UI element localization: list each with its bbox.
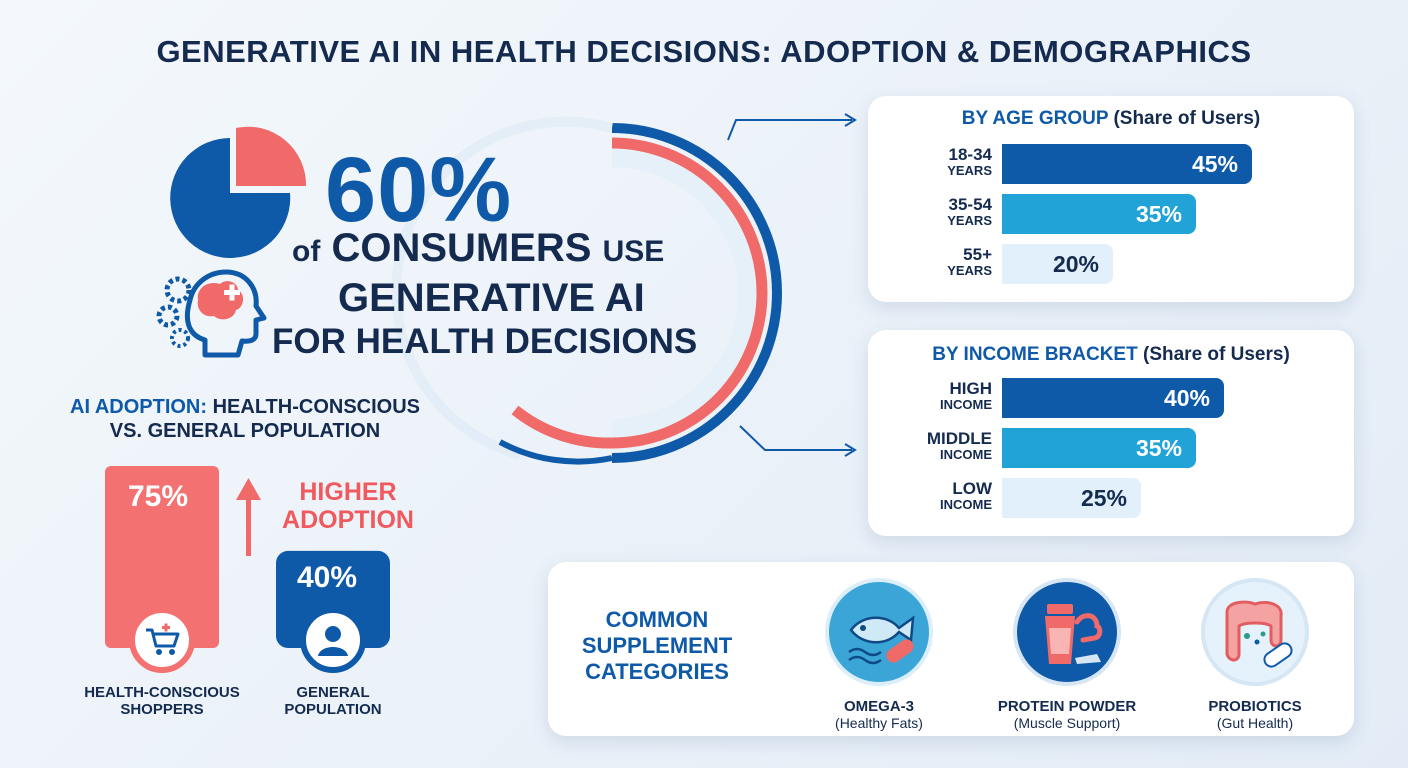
income_card-category-line2: INCOME (940, 497, 992, 512)
adoption-title-highlight: AI ADOPTION: (70, 396, 208, 418)
hero-of: of (292, 235, 321, 268)
higher-adoption-callout: HIGHER ADOPTION (282, 478, 414, 534)
bar-label-hc-line2: SHOPPERS (120, 701, 204, 718)
age_card-category-line2: YEARS (947, 163, 992, 178)
bar-value-health-conscious: 75% (128, 480, 189, 513)
age_card-category-label: 18-34 YEARS (872, 146, 992, 178)
income_card-category-line1: LOW (952, 479, 992, 498)
income_card-category-label: HIGH INCOME (872, 380, 992, 412)
supplement-sub-omega-3: (Healthy Fats) (835, 715, 923, 731)
supplements-title: COMMON SUPPLEMENT CATEGORIES (572, 607, 742, 685)
decorative-rings (391, 113, 857, 465)
income_card-category-label: LOW INCOME (872, 480, 992, 512)
age_card-category-line2: YEARS (947, 263, 992, 278)
bar-label-health-conscious: HEALTH-CONSCIOUS SHOPPERS (62, 684, 262, 718)
hero-use: USE (602, 235, 665, 268)
supplements-title-line3: CATEGORIES (585, 659, 729, 684)
income_card-bar-value: 25% (1080, 485, 1127, 511)
adoption-title: AI ADOPTION: HEALTH-CONSCIOUS VS. GENERA… (40, 395, 450, 443)
protein-shaker-icon (1013, 578, 1121, 686)
hero-percent: 60% (325, 139, 513, 241)
income-bracket-card: BY INCOME BRACKET (Share of Users) HIGH I… (868, 330, 1354, 536)
income_card-bar-value: 35% (1135, 435, 1182, 461)
hero-line-1: of CONSUMERS USE (292, 226, 664, 271)
income_card-bar: 25% (1002, 478, 1141, 518)
income-card-title-rest: (Share of Users) (1143, 344, 1290, 365)
age_card-category-label: 55+ YEARS (872, 246, 992, 278)
age_card-category-line1: 55+ (963, 245, 992, 264)
bar-label-gp-line1: GENERAL (296, 684, 370, 701)
hero-line-2: GENERATIVE AI (338, 276, 645, 320)
ai-brain-head-icon (156, 269, 267, 358)
hero-line-3: FOR HEALTH DECISIONS (272, 322, 698, 361)
age-card-title-highlight: BY AGE GROUP (961, 108, 1109, 129)
shopping-cart-icon (129, 607, 195, 673)
supplement-item-omega-3: OMEGA-3 (Healthy Fats) (784, 578, 974, 732)
up-arrow-icon (246, 494, 251, 556)
supplement-sub-probiotics: (Gut Health) (1216, 715, 1294, 731)
age_card-category-line1: 18-34 (948, 145, 992, 164)
adoption-bar-chart (105, 466, 390, 673)
supplement-item-protein-powder: PROTEIN POWDER (Muscle Support) (972, 578, 1162, 732)
adoption-title-line2: VS. GENERAL POPULATION (109, 420, 381, 442)
age-card-title-rest: (Share of Users) (1113, 108, 1261, 129)
supplements-title-line1: COMMON (605, 607, 709, 632)
income_card-bar: 40% (1002, 378, 1224, 418)
income_card-category-line1: MIDDLE (926, 429, 992, 448)
bar-health-conscious (105, 466, 219, 648)
supplement-name-probiotics: PROBIOTICS (1208, 698, 1302, 715)
adoption-title-rest: HEALTH-CONSCIOUS (212, 396, 420, 418)
supplement-sub-protein-powder: (Muscle Support) (1013, 715, 1121, 731)
age-card-title: BY AGE GROUP (Share of Users) (868, 108, 1354, 130)
income-card-title: BY INCOME BRACKET (Share of Users) (868, 344, 1354, 366)
supplement-name-protein-powder: PROTEIN POWDER (997, 698, 1137, 715)
supplements-title-line2: SUPPLEMENT (581, 633, 733, 658)
fish-capsule-icon (825, 578, 933, 686)
age_card-category-line1: 35-54 (948, 195, 992, 214)
page-title: GENERATIVE AI IN HEALTH DECISIONS: ADOPT… (156, 34, 1252, 69)
income_card-bar-value: 40% (1163, 385, 1210, 411)
age_card-category-line2: YEARS (947, 213, 992, 228)
pie-chart-icon (170, 126, 307, 258)
hero-consumers: CONSUMERS (331, 226, 592, 270)
age_card-bar: 20% (1002, 244, 1113, 284)
bar-label-hc-line1: HEALTH-CONSCIOUS (84, 684, 240, 701)
income_card-category-line2: INCOME (940, 397, 992, 412)
bar-value-general-population: 40% (297, 560, 358, 594)
age_card-bar-value: 45% (1191, 151, 1238, 177)
age_card-bar-value: 20% (1052, 251, 1099, 277)
bar-label-gp-line2: POPULATION (284, 701, 382, 718)
gut-capsule-icon (1201, 578, 1309, 686)
age_card-bar-value: 35% (1135, 201, 1182, 227)
supplement-name-omega-3: OMEGA-3 (843, 698, 914, 715)
age_card-bar: 35% (1002, 194, 1196, 234)
bar-label-general-population: GENERAL POPULATION (253, 684, 413, 718)
age-group-card: BY AGE GROUP (Share of Users) 18-34 YEARS… (868, 96, 1354, 302)
income_card-bar: 35% (1002, 428, 1196, 468)
income_card-category-line1: HIGH (949, 379, 993, 398)
age_card-category-label: 35-54 YEARS (872, 196, 992, 228)
age_card-bar: 45% (1002, 144, 1252, 184)
income_card-category-label: MIDDLE INCOME (872, 430, 992, 462)
income_card-category-line2: INCOME (940, 447, 992, 462)
supplement-item-probiotics: PROBIOTICS (Gut Health) (1160, 578, 1350, 732)
income-card-title-highlight: BY INCOME BRACKET (932, 344, 1138, 365)
